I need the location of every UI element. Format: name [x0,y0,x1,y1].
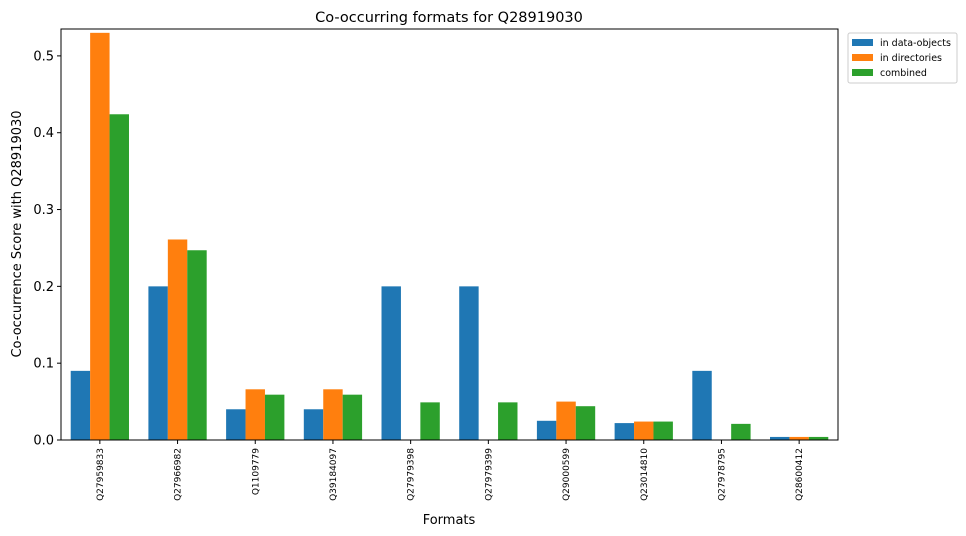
bar-2-Q27966982 [168,239,187,440]
bars-group [71,33,829,440]
legend-swatch [852,39,873,46]
y-tick-label: 0.4 [33,126,54,141]
bar-3-Q27966982 [187,250,206,440]
y-axis-label: Co-occurrence Score with Q28919030 [10,110,25,357]
bar-3-Q39184097 [343,395,362,440]
x-tick-label: Q27959833 [96,448,106,501]
x-tick-label: Q27966982 [174,448,184,501]
bar-1-Q29000599 [537,421,556,440]
bar-3-Q27978795 [731,424,750,440]
y-tick-label: 0.5 [33,49,54,64]
bar-2-Q27959833 [90,33,109,440]
legend: in data-objects in directories combined [848,33,957,83]
bar-3-Q27979398 [420,402,439,440]
x-tick-label: Q39184097 [329,448,339,501]
y-tick-label: 0.0 [33,434,54,449]
x-tick-label: Q29000599 [562,448,572,501]
x-tick-label: Q1109779 [251,448,261,495]
bar-2-Q23014810 [634,422,653,440]
chart-title: Co-occurring formats for Q28919030 [315,10,583,26]
y-tick-label: 0.1 [33,357,54,372]
bar-3-Q29000599 [576,406,595,440]
bar-3-Q27979399 [498,402,517,440]
bar-1-Q27959833 [71,371,90,440]
bar-1-Q23014810 [615,423,634,440]
bar-1-Q27979398 [382,286,401,440]
bar-1-Q27966982 [148,286,167,440]
bar-2-Q29000599 [556,402,575,440]
x-tick-label: Q27979398 [407,448,417,501]
legend-swatch [852,69,873,76]
y-axis: 0.0 0.1 0.2 0.3 0.4 0.5 [33,49,61,448]
x-axis: Q27959833 Q27966982 Q1109779 Q39184097 Q2797… [96,440,805,501]
bar-2-Q1109779 [246,389,265,440]
legend-label: in data-objects [880,38,951,49]
bar-1-Q39184097 [304,409,323,440]
legend-label: combined [880,68,927,79]
bar-1-Q27979399 [459,286,478,440]
legend-swatch [852,54,873,61]
bar-2-Q39184097 [323,389,342,440]
x-tick-label: Q28600412 [795,448,805,501]
bar-3-Q27959833 [110,114,129,440]
x-tick-label: Q23014810 [640,448,650,501]
bar-3-Q23014810 [653,422,672,440]
x-tick-label: Q27979399 [484,448,494,501]
y-tick-label: 0.2 [33,280,54,295]
bar-1-Q27978795 [692,371,711,440]
x-axis-label: Formats [423,513,476,528]
bar-3-Q1109779 [265,395,284,440]
bar-1-Q1109779 [226,409,245,440]
legend-label: in directories [880,53,942,64]
x-tick-label: Q27978795 [717,448,727,501]
y-tick-label: 0.3 [33,203,54,218]
